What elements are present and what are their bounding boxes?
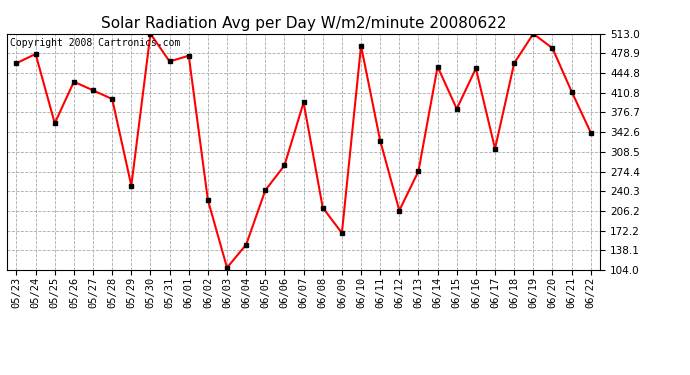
Title: Solar Radiation Avg per Day W/m2/minute 20080622: Solar Radiation Avg per Day W/m2/minute … (101, 16, 506, 31)
Text: Copyright 2008 Cartronics.com: Copyright 2008 Cartronics.com (10, 39, 180, 48)
